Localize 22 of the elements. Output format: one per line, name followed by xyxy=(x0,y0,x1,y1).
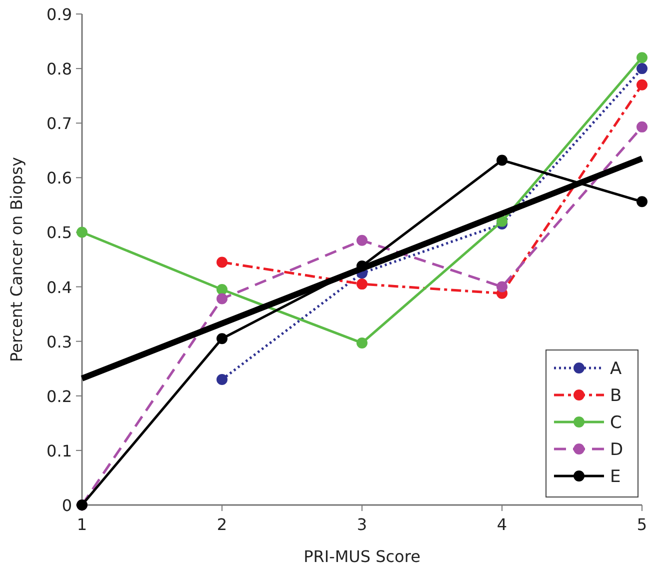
x-tick-label: 4 xyxy=(496,515,508,534)
legend-label: C xyxy=(610,413,622,433)
y-tick-label: 0.1 xyxy=(46,441,72,460)
legend-label: E xyxy=(610,467,621,487)
x-tick-label: 3 xyxy=(356,515,368,534)
y-tick-label: 0.4 xyxy=(46,278,72,297)
y-tick-label: 0 xyxy=(62,496,72,515)
legend-label: D xyxy=(610,440,624,460)
y-tick-label: 0.6 xyxy=(46,168,72,188)
x-tick-label: 5 xyxy=(636,515,648,534)
y-tick-label: 0.3 xyxy=(46,332,72,352)
y-axis-title: Percent Cancer on Biopsy xyxy=(7,157,26,362)
y-tick-label: 0.9 xyxy=(46,5,72,24)
legend-label: A xyxy=(610,359,622,379)
y-tick-label: 0.7 xyxy=(46,114,72,134)
x-tick-label: 1 xyxy=(76,515,88,534)
y-tick-label: 0.2 xyxy=(46,386,72,406)
legend-label: B xyxy=(610,386,622,406)
x-tick-label: 2 xyxy=(216,515,228,534)
y-tick-label: 0.8 xyxy=(46,60,72,79)
y-tick-label: 0.5 xyxy=(46,223,72,242)
x-axis-title: PRI-MUS Score xyxy=(304,547,420,566)
